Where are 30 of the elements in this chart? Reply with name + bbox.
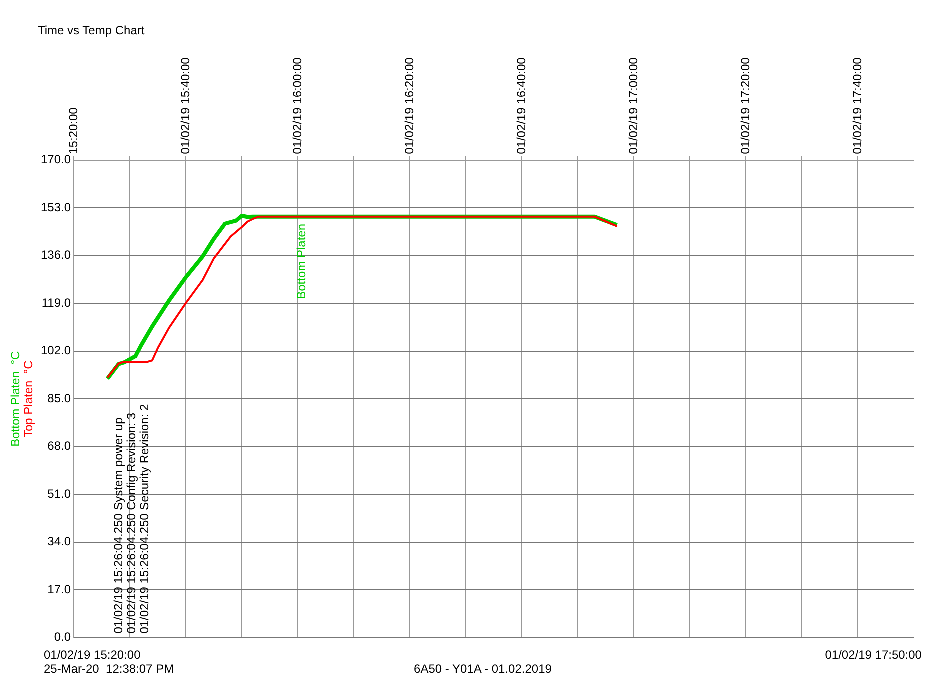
text: 6A50 - Y01A - 01.02.2019 xyxy=(414,662,552,676)
y-tick-label: 119.0 xyxy=(42,296,72,310)
y-tick-label: 17.0 xyxy=(48,582,72,596)
text: Bottom Platen xyxy=(294,224,308,300)
annotation: 01/02/19 15:26:04.250 Security Revision: 2 xyxy=(137,404,152,634)
y-tick-label: 51.0 xyxy=(48,486,72,501)
text: Bottom Platen °C xyxy=(8,351,22,447)
chart-title: Time vs Temp Chart xyxy=(38,24,146,38)
y-tick-label: 85.0 xyxy=(48,391,72,406)
x-tick-label: 01/02/19 17:40:00 xyxy=(850,57,864,154)
x-tick-label: 01/02/19 16:20:00 xyxy=(402,57,416,154)
y-tick-label: 153.0 xyxy=(41,200,72,214)
y-tick-label: 102.0 xyxy=(41,344,72,358)
x-tick-label: 01/02/19 17:20:00 xyxy=(738,57,752,154)
y-tick-label: 34.0 xyxy=(48,534,72,549)
text: 01/02/19 15:20:00 xyxy=(44,648,141,662)
text: 01/02/19 17:50:00 xyxy=(825,648,922,662)
x-tick-label: 15:20:00 xyxy=(66,107,80,154)
annotation: 01/02/19 15:26:04.250 Config Revision: 3 xyxy=(124,412,138,634)
text: 25-Mar-20 12:38:07 PM xyxy=(44,662,174,676)
text: Top Platen °C xyxy=(21,360,36,438)
y-tick-label: 170.0 xyxy=(41,152,72,167)
y-tick-label: 68.0 xyxy=(48,439,72,454)
x-tick-label: 01/02/19 15:40:00 xyxy=(178,57,192,154)
y-tick-label: 136.0 xyxy=(41,248,72,262)
y-tick-label: 0.0 xyxy=(54,630,72,644)
x-tick-label: 01/02/19 16:40:00 xyxy=(514,57,528,154)
x-tick-label: 01/02/19 17:00:00 xyxy=(626,57,640,154)
annotation: 01/02/19 15:26:04.250 System power up xyxy=(111,417,126,634)
x-tick-label: 01/02/19 16:00:00 xyxy=(290,57,304,154)
